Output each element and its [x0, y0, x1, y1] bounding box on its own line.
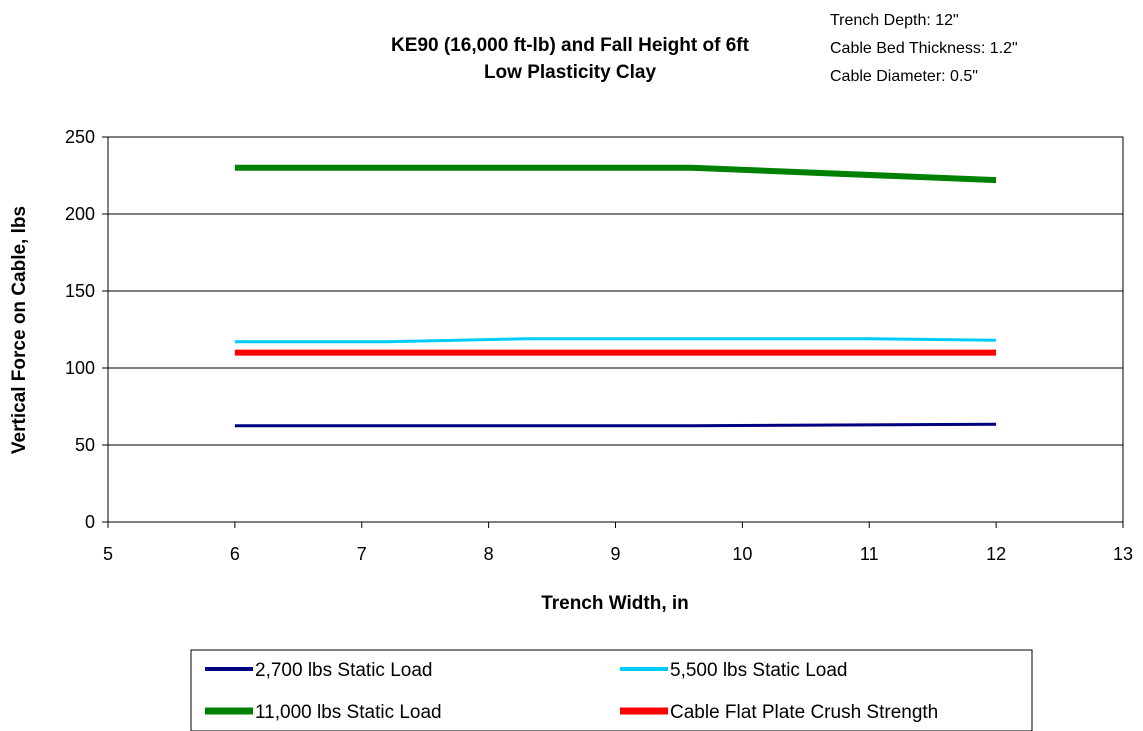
series-line-2	[234, 164, 997, 184]
legend-label: 5,500 lbs Static Load	[670, 660, 847, 681]
series-line-0	[234, 422, 997, 428]
x-tick-label: 6	[230, 544, 240, 564]
annotation-cable-diameter: Cable Diameter: 0.5"	[830, 68, 978, 85]
legend-box	[190, 649, 1033, 731]
x-tick-label: 13	[1113, 544, 1133, 564]
x-tick-label: 7	[357, 544, 367, 564]
y-tick-label: 50	[75, 435, 95, 455]
x-tick-label: 12	[986, 544, 1006, 564]
x-tick-label: 5	[103, 544, 113, 564]
legend-label: 2,700 lbs Static Load	[255, 660, 432, 681]
axis-ticks: 0 50 100 150 200 250 5 6 7 8 9 10 11 12 13	[65, 127, 1133, 564]
y-axis-title: Vertical Force on Cable, lbs	[9, 206, 30, 454]
legend-label: Cable Flat Plate Crush Strength	[670, 702, 938, 723]
x-tick-label: 10	[732, 544, 752, 564]
chart-subtitle: Low Plasticity Clay	[484, 62, 657, 83]
x-axis-title: Trench Width, in	[541, 593, 689, 614]
annotation-trench-depth: Trench Depth: 12"	[830, 12, 959, 29]
y-tick-label: 150	[65, 281, 95, 301]
y-tick-label: 100	[65, 358, 95, 378]
gridlines	[108, 213, 1123, 446]
legend-label: 11,000 lbs Static Load	[255, 702, 442, 723]
y-tick-label: 200	[65, 204, 95, 224]
annotation-bed-thickness: Cable Bed Thickness: 1.2"	[830, 40, 1018, 57]
y-tick-label: 0	[85, 512, 95, 532]
y-tick-label: 250	[65, 127, 95, 147]
series-lines	[234, 164, 997, 428]
plot-area	[107, 136, 1124, 523]
chart-title: KE90 (16,000 ft-lb) and Fall Height of 6…	[391, 35, 750, 56]
x-tick-label: 8	[484, 544, 494, 564]
legend: 2,700 lbs Static Load 5,500 lbs Static Lo…	[205, 660, 938, 723]
x-tick-label: 9	[610, 544, 620, 564]
series-line-1	[234, 337, 997, 344]
x-tick-label: 11	[860, 544, 879, 564]
